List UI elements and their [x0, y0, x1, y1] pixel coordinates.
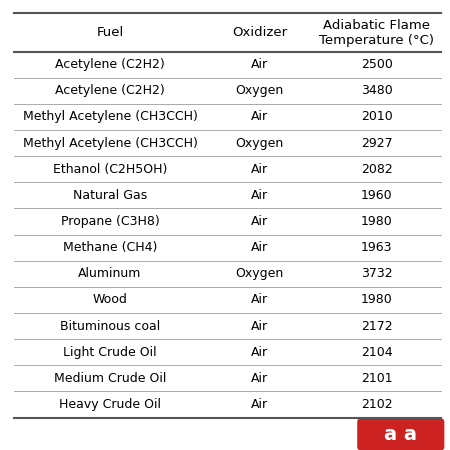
Text: 2101: 2101 [361, 372, 392, 385]
Text: Ethanol (C2H5OH): Ethanol (C2H5OH) [53, 163, 167, 176]
Text: 3732: 3732 [361, 267, 392, 280]
Text: a a: a a [384, 425, 417, 444]
Text: Air: Air [251, 372, 268, 385]
Text: Adiabatic Flame
Temperature (°C): Adiabatic Flame Temperature (°C) [320, 18, 434, 46]
Text: Air: Air [251, 189, 268, 202]
Text: Acetylene (C2H2): Acetylene (C2H2) [55, 84, 165, 97]
Text: 1960: 1960 [361, 189, 392, 202]
Text: 2500: 2500 [361, 58, 393, 71]
Text: Natural Gas: Natural Gas [73, 189, 147, 202]
Text: Acetylene (C2H2): Acetylene (C2H2) [55, 58, 165, 71]
Text: 1980: 1980 [361, 293, 393, 306]
Text: Bituminous coal: Bituminous coal [60, 320, 160, 333]
Text: Air: Air [251, 241, 268, 254]
Text: Methane (CH4): Methane (CH4) [63, 241, 157, 254]
Text: Medium Crude Oil: Medium Crude Oil [54, 372, 166, 385]
Text: Air: Air [251, 58, 268, 71]
Text: 1963: 1963 [361, 241, 392, 254]
Text: Oxygen: Oxygen [235, 137, 284, 149]
Text: Fuel: Fuel [96, 26, 124, 39]
Text: Wood: Wood [93, 293, 127, 306]
FancyBboxPatch shape [357, 418, 444, 450]
Text: Light Crude Oil: Light Crude Oil [63, 346, 157, 359]
Text: 2172: 2172 [361, 320, 392, 333]
Text: 2082: 2082 [361, 163, 393, 176]
Text: Air: Air [251, 163, 268, 176]
Text: 2010: 2010 [361, 110, 393, 123]
Text: Propane (C3H8): Propane (C3H8) [61, 215, 159, 228]
Text: Air: Air [251, 293, 268, 306]
Text: 2927: 2927 [361, 137, 392, 149]
Text: Methyl Acetylene (CH3CCH): Methyl Acetylene (CH3CCH) [22, 110, 198, 123]
Text: Heavy Crude Oil: Heavy Crude Oil [59, 398, 161, 411]
Text: Methyl Acetylene (CH3CCH): Methyl Acetylene (CH3CCH) [22, 137, 198, 149]
Text: Air: Air [251, 346, 268, 359]
Text: Air: Air [251, 320, 268, 333]
Text: 3480: 3480 [361, 84, 393, 97]
Text: Air: Air [251, 398, 268, 411]
Text: Oxygen: Oxygen [235, 267, 284, 280]
Text: Oxidizer: Oxidizer [232, 26, 287, 39]
Text: 2102: 2102 [361, 398, 392, 411]
Text: Air: Air [251, 215, 268, 228]
Text: Air: Air [251, 110, 268, 123]
Text: Oxygen: Oxygen [235, 84, 284, 97]
Text: 2104: 2104 [361, 346, 392, 359]
Text: 1980: 1980 [361, 215, 393, 228]
Text: Aluminum: Aluminum [78, 267, 142, 280]
